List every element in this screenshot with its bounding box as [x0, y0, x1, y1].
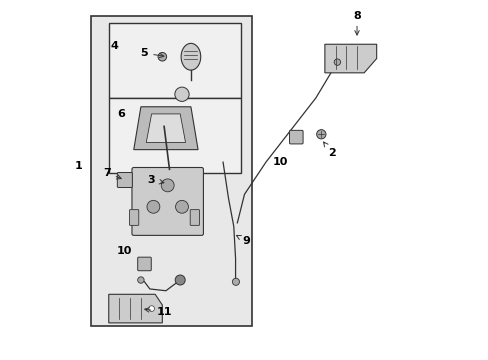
Text: 5: 5 [141, 48, 163, 58]
Circle shape [148, 306, 154, 311]
FancyBboxPatch shape [108, 23, 241, 98]
Text: 2: 2 [323, 142, 335, 158]
Text: 8: 8 [352, 11, 360, 35]
Ellipse shape [175, 87, 189, 102]
FancyBboxPatch shape [289, 130, 303, 144]
Circle shape [138, 277, 144, 283]
Text: 11: 11 [144, 307, 171, 317]
Circle shape [232, 278, 239, 285]
FancyBboxPatch shape [132, 167, 203, 235]
Text: 10: 10 [272, 157, 287, 167]
Circle shape [158, 53, 166, 61]
Text: 9: 9 [236, 235, 250, 246]
Text: 10: 10 [117, 247, 132, 256]
Circle shape [333, 59, 340, 65]
Circle shape [175, 275, 185, 285]
Text: 6: 6 [117, 109, 125, 119]
FancyBboxPatch shape [190, 210, 199, 225]
Polygon shape [146, 114, 185, 143]
Text: 1: 1 [74, 161, 82, 171]
Circle shape [316, 130, 325, 139]
Ellipse shape [181, 43, 201, 70]
FancyBboxPatch shape [138, 257, 151, 271]
FancyBboxPatch shape [129, 210, 139, 225]
FancyBboxPatch shape [108, 98, 241, 173]
Polygon shape [134, 107, 198, 150]
Circle shape [161, 179, 174, 192]
Polygon shape [108, 294, 162, 323]
Text: 7: 7 [103, 168, 121, 179]
FancyBboxPatch shape [117, 172, 132, 188]
Text: 4: 4 [110, 41, 118, 51]
Polygon shape [324, 44, 376, 73]
Circle shape [175, 201, 188, 213]
Text: 3: 3 [147, 175, 163, 185]
Circle shape [147, 201, 160, 213]
FancyBboxPatch shape [91, 16, 251, 327]
